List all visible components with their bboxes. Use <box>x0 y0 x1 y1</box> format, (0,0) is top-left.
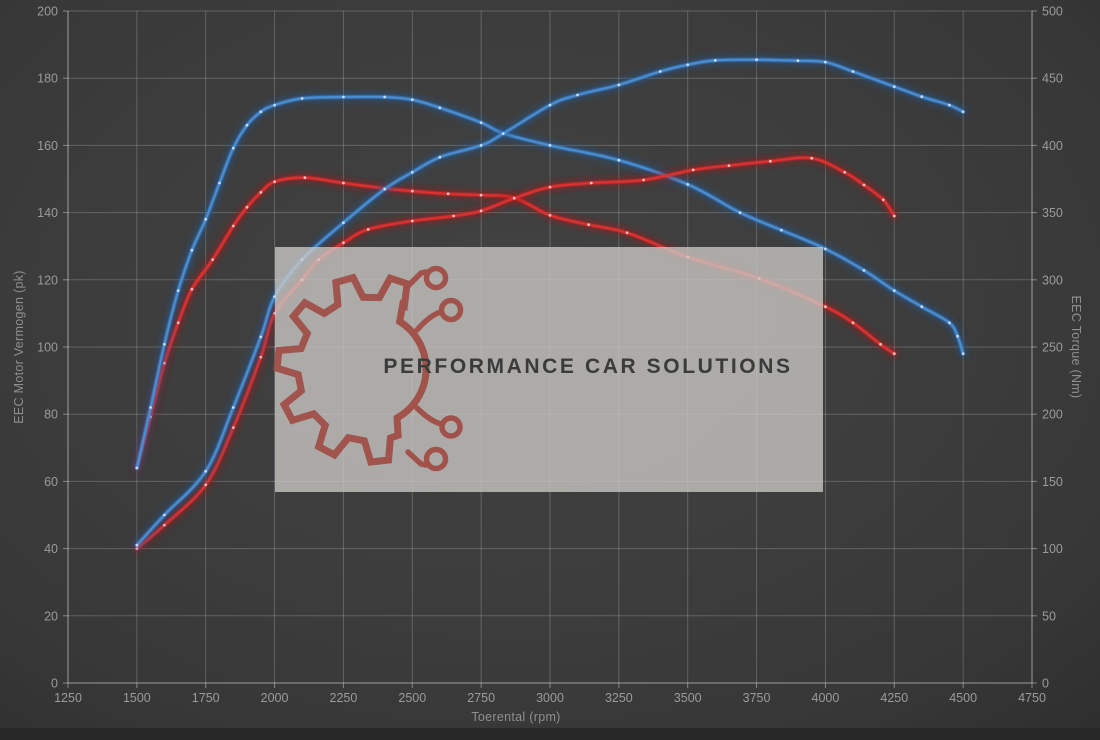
tick-label: 120 <box>37 273 58 287</box>
tick-label: 0 <box>51 677 58 691</box>
tick-label: 500 <box>1042 5 1063 19</box>
tick-label: 2500 <box>398 691 426 705</box>
tick-label: 3500 <box>674 691 702 705</box>
right-axis-tick-labels: 0 50 100 150 200 250 300 350 400 450 500 <box>1042 5 1063 691</box>
curve-vermogen-blauw <box>132 55 968 550</box>
tick-label: 100 <box>1042 542 1063 556</box>
axis-frame <box>63 10 1037 688</box>
tick-label: 20 <box>44 609 58 623</box>
tick-label: 300 <box>1042 273 1063 287</box>
left-y-axis-title: EEC Motor Vermogen (pk) <box>12 270 26 424</box>
data-point-markers-koppel-blauw <box>135 95 965 470</box>
tick-label: 50 <box>1042 609 1056 623</box>
watermark-brand-text: PERFORMANCE CAR SOLUTIONS <box>383 355 793 378</box>
tick-label: 4000 <box>812 691 840 705</box>
tick-label: 100 <box>37 341 58 355</box>
tick-label: 140 <box>37 206 58 220</box>
right-y-axis-title: EEC Torque (Nm) <box>1069 295 1083 399</box>
watermark <box>273 247 823 492</box>
tick-label: 4250 <box>880 691 908 705</box>
tick-label: 2750 <box>467 691 495 705</box>
bottom-strip <box>0 728 1100 740</box>
tick-label: 200 <box>1042 408 1063 422</box>
tick-label: 0 <box>1042 677 1049 691</box>
tick-label: 40 <box>44 542 58 556</box>
tick-label: 1500 <box>123 691 151 705</box>
gear-circuit-logo-icon <box>273 265 464 472</box>
tick-label: 450 <box>1042 72 1063 86</box>
data-point-markers-vermogen-blauw <box>135 58 965 547</box>
tick-label: 180 <box>37 72 58 86</box>
x-axis-title: Toerental (rpm) <box>471 710 561 724</box>
tick-label: 3750 <box>743 691 771 705</box>
tick-label: 4500 <box>949 691 977 705</box>
tick-label: 60 <box>44 475 58 489</box>
left-axis-tick-labels: 0 20 40 60 80 100 120 140 160 180 200 <box>37 5 58 691</box>
tick-label: 400 <box>1042 139 1063 153</box>
tick-label: 3000 <box>536 691 564 705</box>
tick-label: 200 <box>37 5 58 19</box>
data-point-markers-vermogen-rood <box>135 156 896 550</box>
curve-vermogen-rood <box>132 153 899 553</box>
curve-koppel-blauw <box>132 92 968 472</box>
tick-label: 2250 <box>330 691 358 705</box>
tick-label: 160 <box>37 139 58 153</box>
tick-label: 250 <box>1042 341 1063 355</box>
tick-label: 150 <box>1042 475 1063 489</box>
tick-label: 2000 <box>261 691 289 705</box>
x-axis-tick-labels: 1250 1500 1750 2000 2250 2500 2750 3000 3250 3500… <box>54 691 1046 705</box>
tick-label: 1750 <box>192 691 220 705</box>
tick-label: 350 <box>1042 206 1063 220</box>
tick-label: 80 <box>44 408 58 422</box>
tick-label: 1250 <box>54 691 82 705</box>
tick-label: 3250 <box>605 691 633 705</box>
tick-label: 4750 <box>1018 691 1046 705</box>
